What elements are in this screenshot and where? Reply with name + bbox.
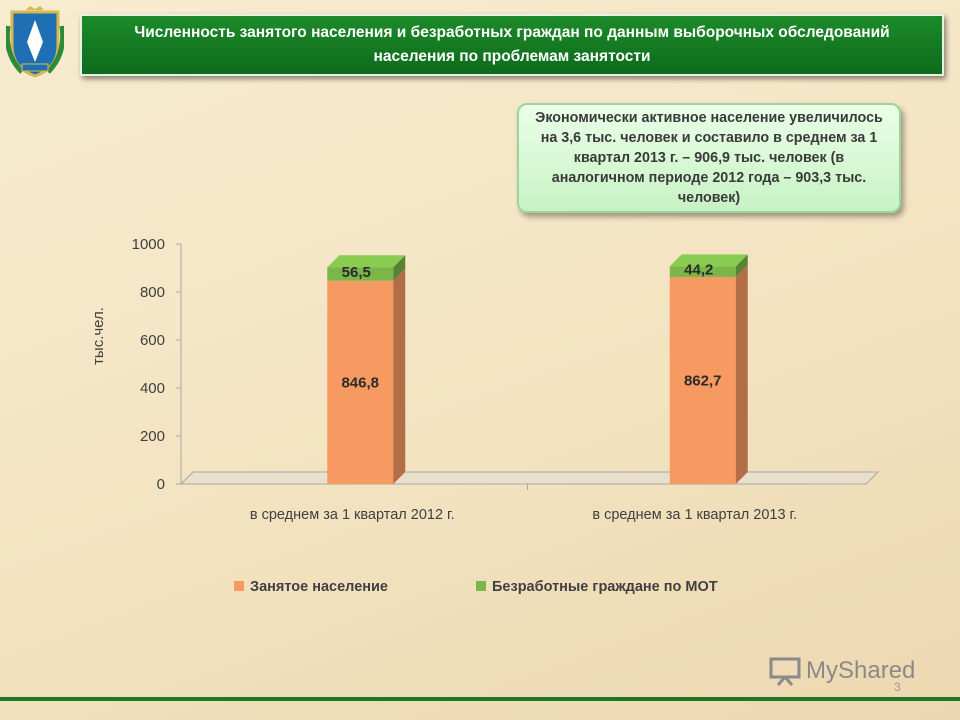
x-category-label-1: в среднем за 1 квартал 2012 г. [250,507,455,523]
y-tick-label: 400 [140,380,165,397]
legend-swatch-unemployed [476,581,486,591]
watermark-text: MyShared [806,657,916,684]
bar-top-1 [327,255,406,268]
bar-side-unemployed-2 [735,254,748,277]
bar-side-unemployed-1 [393,255,406,281]
presentation-icon [769,657,801,686]
watermark: MyShared [768,656,915,686]
data-label-unemployed-2: 44,2 [684,262,713,279]
bar-side-employed-1 [393,268,406,484]
y-tick-label: 1000 [132,236,165,253]
chart-floor [179,471,880,485]
x-category-label-2: в среднем за 1 квартал 2013 г. [592,507,797,523]
data-label-employed-2: 862,7 [684,372,722,389]
y-tick-label: 800 [140,284,165,301]
legend-label-unemployed: Безработные граждане по МОТ [492,579,718,595]
bar-unemployed-2 [669,266,736,277]
data-label-unemployed-1: 56,5 [342,264,371,281]
bar-top-2 [669,254,748,267]
footer-divider [0,697,960,701]
y-tick-label: 0 [157,476,165,493]
legend-label-employed: Занятое население [250,579,388,595]
page-title: Численность занятого населения и безрабо… [80,14,944,76]
legend-swatch-employed [234,581,244,591]
bar-employed-2 [669,276,736,484]
bar-unemployed-1 [327,267,394,281]
data-label-employed-1: 846,8 [341,374,379,391]
y-axis-title: тыс.чел. [90,307,107,365]
bar-side-employed-2 [735,264,748,484]
bar-employed-1 [327,280,394,484]
y-tick-label: 200 [140,428,165,445]
callout-summary: Экономически активное население увеличил… [517,103,901,213]
coat-of-arms-logo [6,6,64,78]
page-number: 3 [894,680,901,694]
y-tick-label: 600 [140,332,165,349]
